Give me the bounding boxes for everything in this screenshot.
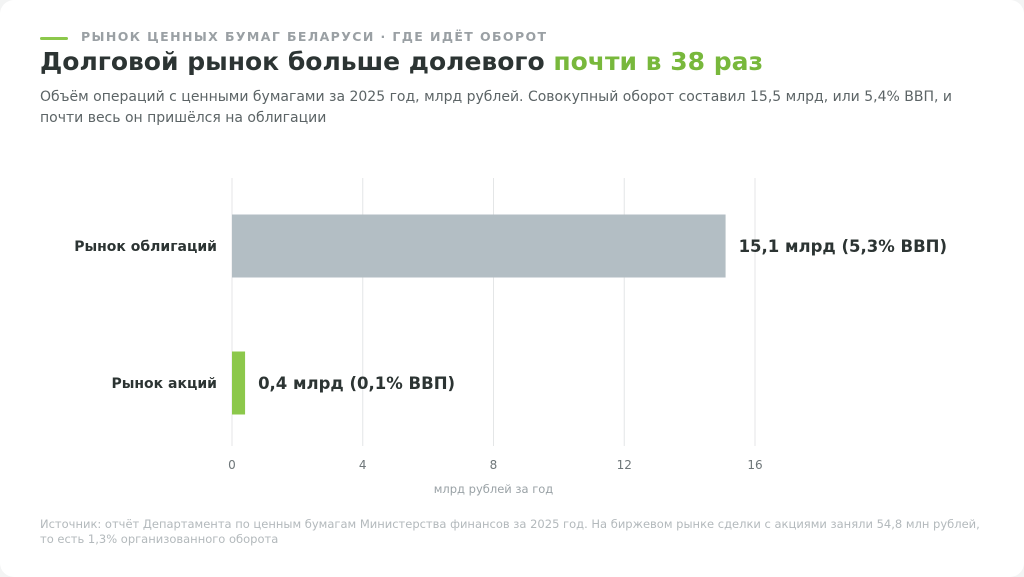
category-label: Рынок облигаций <box>74 239 217 255</box>
bar <box>232 351 246 415</box>
value-label: 0,4 млрд (0,1% ВВП) <box>258 374 455 393</box>
chart-subtitle: Объём операций с ценными бумагами за 202… <box>40 89 952 126</box>
x-tick-label: 16 <box>747 458 762 472</box>
x-tick-label: 12 <box>617 458 632 472</box>
source-note: Источник: отчёт Департамента по ценным б… <box>40 517 980 546</box>
x-axis-label: млрд рублей за год <box>434 482 554 496</box>
x-tick-label: 8 <box>490 458 498 472</box>
chart-title: Долговой рынок больше долевого почти в 3… <box>40 47 763 76</box>
kicker-accent-line <box>40 37 68 40</box>
category-label: Рынок акций <box>111 376 217 392</box>
title-main: Долговой рынок больше долевого <box>40 47 554 76</box>
x-tick-label: 0 <box>228 458 236 472</box>
kicker: РЫНОК ЦЕННЫХ БУМАГ БЕЛАРУСИ · ГДЕ ИДЁТ О… <box>81 29 548 44</box>
bar <box>232 214 726 278</box>
value-label: 15,1 млрд (5,3% ВВП) <box>739 237 947 256</box>
title-accent: почти в 38 раз <box>553 47 763 76</box>
x-tick-label: 4 <box>359 458 367 472</box>
